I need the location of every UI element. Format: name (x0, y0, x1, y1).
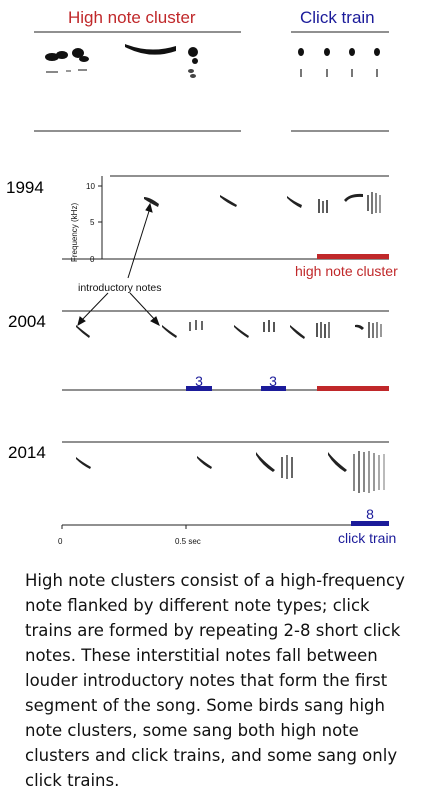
example-high-note-cluster (45, 44, 198, 78)
figure-caption: High note clusters consist of a high-fre… (25, 571, 405, 790)
year-label-1994: 1994 (6, 178, 44, 197)
year-label-2004: 2004 (8, 312, 46, 331)
panel-1994 (62, 175, 389, 260)
x-tick-05: 0.5 sec (175, 537, 201, 546)
high-note-cluster-header: High note cluster (68, 8, 196, 27)
x-tick-0: 0 (58, 537, 63, 546)
click-count-2004-a: 3 (195, 373, 203, 389)
panel-2014 (61, 441, 389, 529)
click-train-label: click train (338, 530, 397, 546)
y-tick-5: 5 (90, 218, 95, 227)
click-train-header: Click train (300, 8, 375, 27)
click-count-2004-b: 3 (269, 373, 277, 389)
introductory-arrows (77, 202, 160, 327)
panel-2004 (62, 310, 389, 391)
top-panel-lines (34, 31, 389, 132)
year-label-2014: 2014 (8, 443, 46, 462)
high-note-cluster-label: high note cluster (295, 263, 398, 279)
introductory-notes-label: introductory notes (78, 282, 162, 294)
spectrogram-figure (34, 31, 389, 529)
click-count-2014: 8 (366, 506, 374, 522)
example-click-train (298, 48, 380, 77)
y-tick-10: 10 (86, 182, 95, 191)
